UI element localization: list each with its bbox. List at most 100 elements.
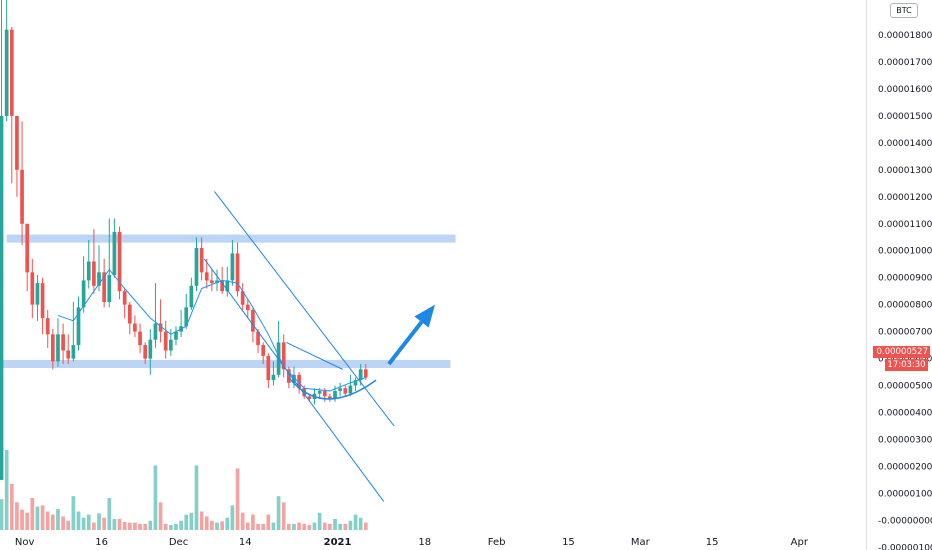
candle-up <box>276 320 281 378</box>
price-tick-label: 0.00001400 <box>878 139 932 149</box>
time-tick-label: Nov <box>15 537 35 548</box>
candle-body <box>153 323 158 340</box>
candle-down <box>143 342 148 364</box>
candle-body <box>174 331 178 340</box>
candle-body <box>86 261 91 281</box>
candle-body <box>92 261 96 286</box>
price-tick-label: 0.00000500 <box>878 382 932 392</box>
candle-up <box>179 310 183 338</box>
time-tick-label: 15 <box>562 537 575 548</box>
volume-bar <box>358 517 363 530</box>
candle-body <box>189 285 194 308</box>
volume-bar <box>204 516 209 530</box>
price-tick-label: 0.00000400 <box>878 409 932 419</box>
candle-body <box>127 304 132 324</box>
candle-body <box>322 390 327 397</box>
volume-bar <box>30 498 35 530</box>
candle-body <box>168 339 173 351</box>
candle-up <box>148 328 153 375</box>
candle-body <box>184 307 189 327</box>
candle-down <box>30 258 35 319</box>
volume-bar <box>122 522 127 530</box>
candle-body <box>251 310 255 332</box>
candle-down <box>61 323 65 364</box>
volume-bar <box>240 512 245 530</box>
candle-down <box>210 269 214 292</box>
price-tick-label: 0.00000200 <box>878 462 932 472</box>
volume-bar <box>297 522 301 530</box>
volume-bar <box>271 522 276 530</box>
candle-down <box>50 328 55 370</box>
volume-bar <box>4 450 9 530</box>
volume-bar <box>292 523 296 530</box>
volume-bar <box>148 520 153 530</box>
candle-body <box>266 355 271 381</box>
candle-body <box>271 374 276 381</box>
candle-body <box>71 345 76 359</box>
candle-body <box>97 272 101 286</box>
moving-average-line <box>57 268 366 392</box>
volume-bar <box>317 512 322 530</box>
candle-body <box>297 374 301 389</box>
candle-body <box>256 331 260 346</box>
candle-body <box>220 280 224 292</box>
candle-down <box>281 334 286 378</box>
volume-bar <box>333 518 337 530</box>
candle-down <box>204 258 209 289</box>
candle-body <box>338 388 342 391</box>
candle-down <box>92 229 96 294</box>
candle-down <box>235 242 240 297</box>
volume-bar <box>286 523 291 530</box>
volume-bar <box>9 483 14 530</box>
candle-down <box>240 283 245 311</box>
candle-body <box>328 396 332 400</box>
price-axis[interactable]: 0.00001800 0.00001700 0.00001600 0.00001500… <box>878 31 932 550</box>
time-tick-label: 2021 <box>324 537 352 548</box>
volume-bar <box>261 523 266 530</box>
candle-body <box>102 272 106 302</box>
time-tick-label: Apr <box>791 537 809 548</box>
currency-badge[interactable]: BTC <box>890 3 918 18</box>
candle-body <box>138 331 142 346</box>
volume-bar <box>133 522 137 530</box>
candle-up <box>184 293 189 329</box>
candle-body <box>204 272 209 281</box>
last-price-tag: 0.00000527 <box>873 346 930 358</box>
time-axis[interactable]: Nov 16 Dec 14 2021 18 Feb 15 Mar 15 Apr <box>15 537 809 548</box>
volume-bar <box>107 498 112 530</box>
candle-body <box>20 169 24 224</box>
volume-bar <box>0 499 4 530</box>
volume-bar <box>102 517 106 530</box>
candle-body <box>363 369 368 378</box>
candle-down <box>15 115 19 197</box>
candle-down <box>158 299 163 343</box>
price-tick-label: 0.00001800 <box>878 31 932 41</box>
volume-bar <box>81 517 86 530</box>
candle-body <box>230 253 235 281</box>
rounding-bottom-curve <box>288 376 377 400</box>
candle-body <box>317 390 322 394</box>
candle-body <box>225 280 230 292</box>
candle-body <box>133 323 137 332</box>
candle-down <box>256 328 260 354</box>
candle-up <box>230 239 235 286</box>
candle-body <box>348 385 353 394</box>
price-tick-label: 0.00000100 <box>878 489 932 499</box>
volume-bar <box>179 520 183 530</box>
candle-up <box>112 218 117 278</box>
volume-bar <box>153 465 158 530</box>
candle-body <box>0 115 4 480</box>
candle-body <box>107 275 112 302</box>
volume-bar <box>158 502 163 530</box>
channel-line <box>286 341 343 370</box>
candle-body <box>76 307 81 346</box>
candle-body <box>117 231 122 292</box>
candle-up <box>271 361 276 386</box>
candle-body <box>4 29 9 116</box>
candle-up <box>348 374 353 397</box>
candle-body <box>35 283 40 305</box>
candle-body <box>163 331 168 351</box>
candle-down <box>117 226 122 300</box>
zones-layer <box>1 234 456 369</box>
